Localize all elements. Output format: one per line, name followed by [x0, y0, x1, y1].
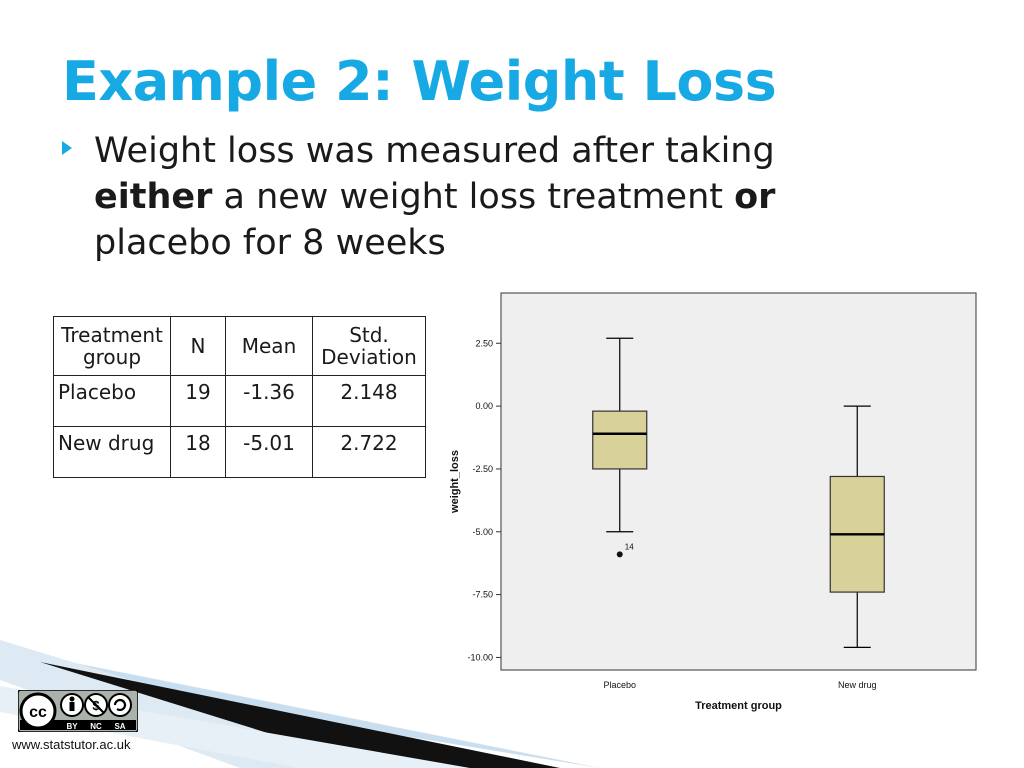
slide-title: Example 2: Weight Loss — [62, 50, 777, 113]
x-category-label: Placebo — [603, 680, 636, 690]
cell-std: 2.722 — [312, 426, 426, 478]
header-n: N — [170, 316, 226, 376]
cell-group: Placebo — [53, 375, 171, 427]
cc-sa-label: SA — [114, 722, 125, 731]
table-header-row: Treatment group N Mean Std. Deviation — [53, 316, 426, 376]
header-mean: Mean — [225, 316, 313, 376]
bullet-text-part1: Weight loss was measured after taking — [94, 131, 775, 171]
bullet-bold-or: or — [734, 177, 776, 217]
outlier-label: 14 — [625, 542, 634, 551]
header-std-deviation: Std. Deviation — [312, 316, 426, 376]
cell-group: New drug — [53, 426, 171, 478]
cc-nc-label: NC — [90, 722, 102, 731]
cell-std: 2.148 — [312, 375, 426, 427]
x-category-label: New drug — [838, 680, 877, 690]
y-tick-label: 2.50 — [475, 338, 493, 348]
footer-url: www.statstutor.ac.uk — [12, 737, 131, 752]
header-treatment-group: Treatment group — [53, 316, 171, 376]
bullet-text-part2: a new weight loss treatment — [212, 177, 735, 217]
summary-table: Treatment group N Mean Std. Deviation Pl… — [53, 316, 426, 478]
outlier-point — [616, 551, 623, 558]
bullet-bold-either: either — [94, 177, 213, 217]
table-row: New drug 18 -5.01 2.722 — [53, 426, 426, 478]
cc-by-nc-sa-icon: cc $ BY NC SA — [17, 689, 139, 733]
cell-n: 19 — [170, 375, 226, 427]
cc-by-label: BY — [66, 722, 78, 731]
bullet-point: Weight loss was measured after taking ei… — [62, 128, 822, 266]
cc-license-logo: cc $ BY NC SA — [17, 689, 139, 736]
bullet-arrow-icon — [62, 141, 72, 155]
table-row: Placebo 19 -1.36 2.148 — [53, 375, 426, 427]
cell-n: 18 — [170, 426, 226, 478]
plot-area — [500, 292, 977, 671]
x-axis-label: Treatment group — [695, 700, 782, 712]
cell-mean: -1.36 — [225, 375, 313, 427]
svg-text:cc: cc — [29, 704, 47, 721]
y-tick-label: -2.50 — [472, 464, 493, 474]
bullet-text-part3: placebo for 8 weeks — [94, 223, 446, 263]
y-tick-label: -5.00 — [472, 527, 493, 537]
y-axis-label: weight_loss — [449, 450, 461, 514]
y-tick-label: -7.50 — [472, 590, 493, 600]
y-tick-label: -10.00 — [467, 652, 493, 662]
boxplot-chart: 2.50 0.00 -2.50 -5.00 -7.50 -10.00 14 Placebo Ne… — [449, 292, 977, 712]
box-body — [592, 410, 648, 470]
bullet-text: Weight loss was measured after taking ei… — [94, 128, 822, 266]
y-tick-label: 0.00 — [475, 401, 493, 411]
cell-mean: -5.01 — [225, 426, 313, 478]
decorative-swoosh — [0, 640, 600, 768]
